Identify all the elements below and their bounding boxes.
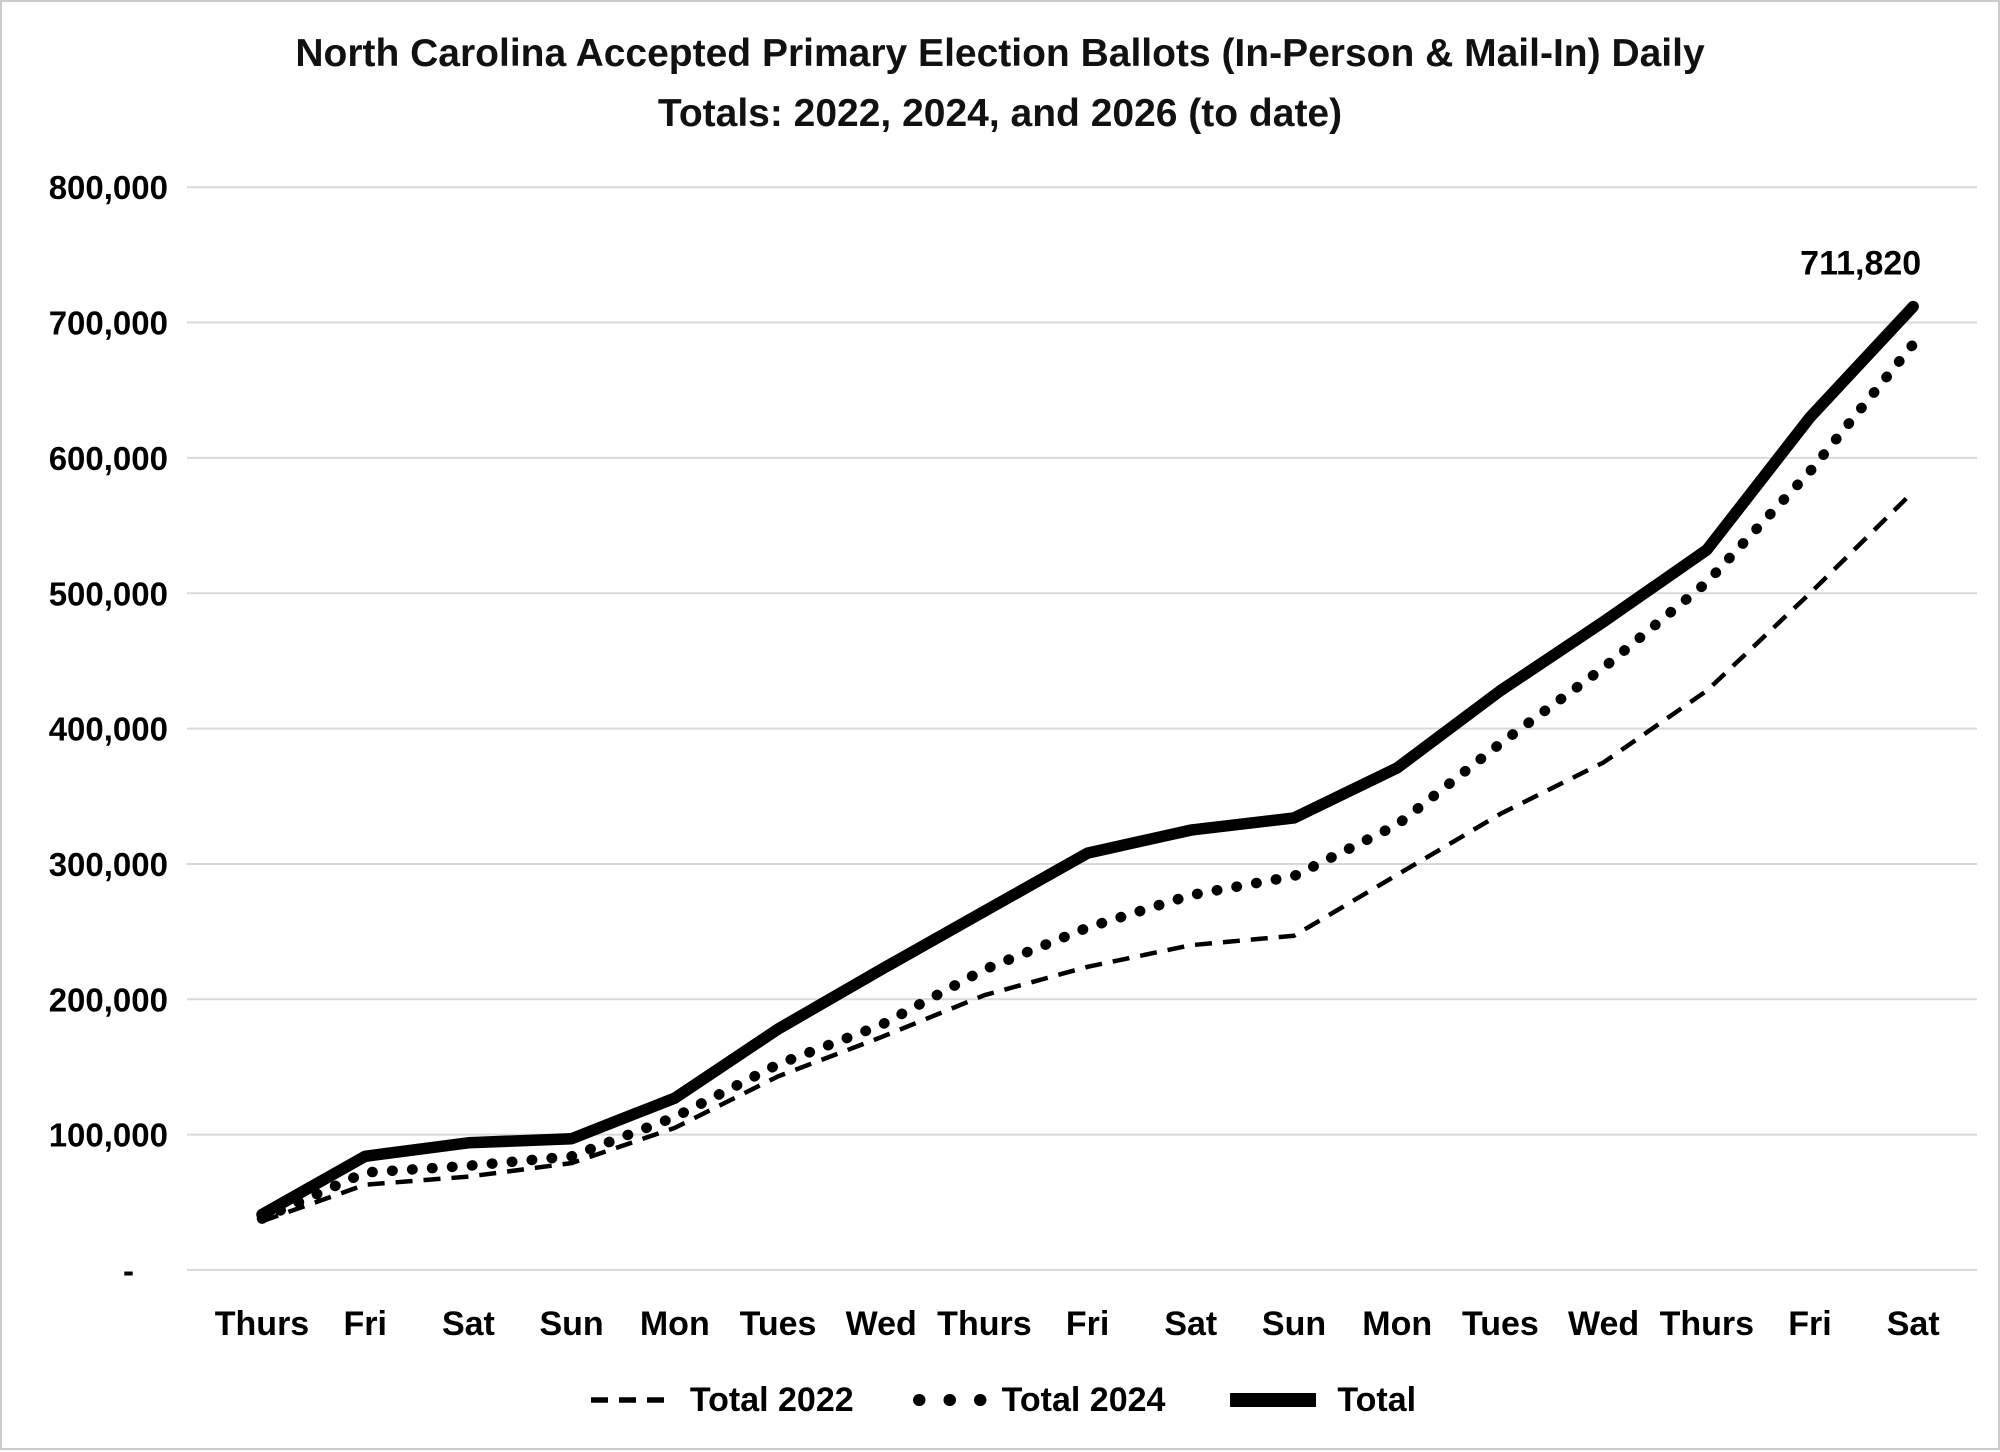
x-axis-tick-label: Fri xyxy=(1066,1305,1109,1343)
x-axis-tick-label: Wed xyxy=(846,1305,917,1343)
y-axis-tick-label: 800,000 xyxy=(49,169,168,206)
series-line-total-2022 xyxy=(261,490,1915,1224)
y-axis-tick-label: 600,000 xyxy=(49,440,168,477)
legend-item-label: Total 2022 xyxy=(689,1380,854,1419)
gridlines xyxy=(187,186,1977,1271)
chart-title-line2: Totals: 2022, 2024, and 2026 (to date) xyxy=(657,92,1343,135)
x-axis-tick-label: Sat xyxy=(442,1305,495,1343)
legend-item-total: Total xyxy=(1223,1381,1416,1420)
y-axis-tick-label: 200,000 xyxy=(49,981,168,1018)
y-axis-tick-label: 400,000 xyxy=(49,711,168,748)
legend-item-total-2024: Total 2024 xyxy=(912,1380,1166,1420)
x-axis-tick-label: Mon xyxy=(640,1305,710,1343)
x-axis: Thurs Fri Sat Sun Mon Tues Wed Thurs Fri Sat Sun Mo… xyxy=(215,1305,1940,1343)
x-axis-tick-label: Sun xyxy=(539,1305,603,1343)
x-axis-tick-label: Sat xyxy=(1887,1305,1940,1343)
x-axis-tick-label: Thurs xyxy=(937,1305,1031,1343)
series-line-total-2024 xyxy=(256,338,1919,1224)
x-axis-tick-label: Sun xyxy=(1262,1305,1326,1343)
y-axis: 800,000 700,000 600,000 500,000 400,000 300,0… xyxy=(49,169,168,1289)
chart-title: North Carolina Accepted Primary Election… xyxy=(2,24,1998,144)
x-axis-tick-label: Tues xyxy=(740,1305,817,1343)
legend-dotted-marker-icon xyxy=(912,1394,987,1406)
series-line-total xyxy=(256,300,1919,1221)
x-axis-tick-label: Tues xyxy=(1462,1305,1539,1343)
x-axis-tick-label: Thurs xyxy=(1660,1305,1754,1343)
legend-item-label: Total xyxy=(1337,1380,1417,1419)
y-axis-tick-label: 500,000 xyxy=(49,575,168,612)
x-axis-tick-label: Mon xyxy=(1362,1305,1432,1343)
chart-legend: Total 2022 Total 2024 Total xyxy=(2,1370,1998,1430)
legend-item-total-2022: Total 2022 xyxy=(584,1381,854,1420)
y-axis-zero-label: - xyxy=(123,1252,134,1289)
x-axis-tick-label: Wed xyxy=(1568,1305,1639,1343)
legend-item-label: Total 2024 xyxy=(1001,1380,1166,1419)
x-axis-tick-label: Thurs xyxy=(215,1305,309,1343)
y-axis-tick-label: 100,000 xyxy=(49,1117,168,1154)
x-axis-tick-label: Sat xyxy=(1164,1305,1217,1343)
x-axis-tick-label: Fri xyxy=(343,1305,386,1343)
endpoint-data-label: 711,820 xyxy=(1800,245,1921,283)
y-axis-tick-label: 700,000 xyxy=(49,305,168,342)
legend-dashed-marker-icon xyxy=(590,1397,669,1403)
chart-title-line1: North Carolina Accepted Primary Election… xyxy=(295,32,1705,75)
y-axis-tick-label: 300,000 xyxy=(49,846,168,883)
x-axis-tick-label: Fri xyxy=(1788,1305,1831,1343)
legend-solid-marker-icon xyxy=(1230,1393,1317,1407)
